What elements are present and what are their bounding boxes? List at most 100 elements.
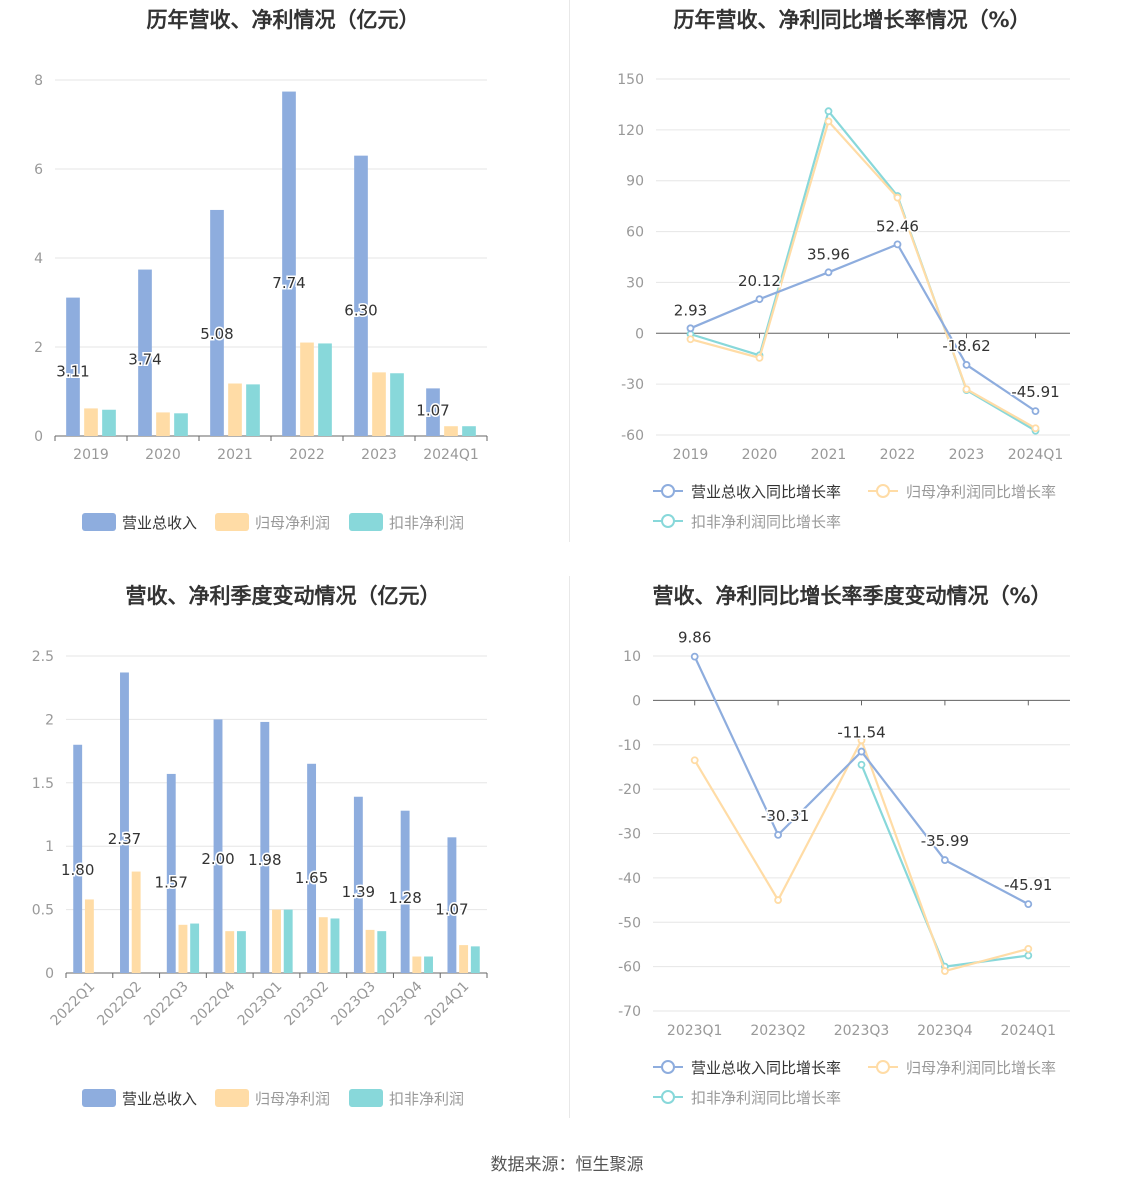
quarterly-growth-ytick-label: -30 [618,827,641,843]
quarterly-amount-bar-deducted-profit [424,956,433,973]
annual-growth-ytick-label: 90 [626,174,644,190]
quarterly-growth-series-line-deducted-profit [860,764,1029,968]
annual-amount-x-tick-label: 2019 [73,447,109,463]
annual-amount-bar-revenue [426,388,440,436]
quarterly-growth-legend-label: 归母净利润同比增长率 [906,1059,1056,1077]
annual-amount-x-tick-label: 2023 [361,447,397,463]
annual-growth-x-tick-label: 2023 [949,447,985,463]
quarterly-amount-bar-revenue [166,773,176,973]
quarterly-amount-bar-net-profit [131,871,141,973]
annual-amount-x-tick-label: 2021 [217,447,253,463]
quarterly-growth-point-revenue [940,856,949,864]
quarterly-amount-bar-net-profit [459,945,469,973]
annual-growth-title: 历年营收、净利同比增长率情况（%） [673,8,1031,32]
quarterly-growth-point-revenue [690,652,699,661]
quarterly-amount-data-label: 1.65 [295,869,328,887]
annual-growth-legend-label: 归母净利润同比增长率 [906,483,1056,501]
annual-amount-legend-swatch [82,513,116,531]
quarterly-amount-data-label: 2.37 [108,830,141,848]
quarterly-growth-series-line-net-profit [693,737,1029,973]
annual-amount-bar-revenue [138,269,152,436]
quarterly-amount-bar-revenue [260,721,270,973]
annual-amount-legend-label: 扣非净利润 [389,514,464,532]
quarterly-amount-legend-swatch [349,1089,383,1107]
quarterly-amount-legend-swatch [82,1089,116,1107]
annual-amount-x-tick-label: 2020 [145,447,181,463]
annual-amount-bar-net-profit [300,342,314,436]
annual-growth-point-revenue [824,268,833,277]
annual-growth-point-net-profit [893,193,902,202]
annual-growth-ytick-label: 60 [626,225,644,241]
annual-growth-x-tick-label: 2021 [811,447,847,463]
annual-growth-legend-label: 扣非净利润同比增长率 [691,513,841,531]
quarterly-amount-bar-net-profit [84,899,94,973]
quarterly-growth-point-net-profit [1024,944,1033,953]
quarterly-growth-point-revenue [857,747,866,756]
quarterly-growth-data-label: -45.91 [1004,876,1052,894]
quarterly-amount-data-label: 1.39 [342,883,375,901]
annual-growth-point-revenue [686,324,695,333]
quarterly-amount-x-tick-label: 2023Q1 [235,979,286,1030]
quarterly-amount-x-tick-label: 2022Q4 [188,978,239,1029]
quarterly-amount-ytick-label: 1 [45,839,54,855]
quarterly-growth-ytick-label: -70 [618,1004,641,1020]
quarterly-amount-bar-revenue [213,719,223,973]
quarterly-amount-x-tick-label: 2022Q3 [141,979,192,1030]
quarterly-amount-bar-deducted-profit [190,923,200,973]
annual-amount-bar-deducted-profit [462,426,476,436]
annual-growth-point-revenue [755,295,764,304]
quarterly-amount-bar-net-profit [272,909,281,973]
quarterly-amount-ytick-label: 2 [45,712,54,728]
annual-growth-x-tick-label: 2020 [742,447,778,463]
quarterly-growth-ytick-label: -10 [618,738,641,754]
quarterly-growth-x-tick-label: 2024Q1 [1001,1023,1057,1039]
annual-growth-legend-label: 营业总收入同比增长率 [691,483,841,501]
annual-amount-ytick-label: 6 [34,162,43,178]
annual-growth-point-revenue [962,360,971,369]
annual-growth-data-label: 20.12 [738,272,781,290]
quarterly-amount-data-label: 1.98 [248,851,281,869]
quarterly-growth-data-label: 9.86 [678,629,711,647]
annual-amount-title: 历年营收、净利情况（亿元） [146,8,420,32]
annual-amount-bar-net-profit [372,372,386,436]
annual-growth-point-net-profit [1031,424,1040,433]
quarterly-amount-legend-swatch [215,1089,249,1107]
quarterly-amount-x-tick-label: 2022Q2 [94,979,145,1030]
annual-amount-data-label: 6.30 [344,301,377,319]
annual-amount-legend-label: 归母净利润 [255,514,330,532]
annual-amount-panel: 历年营收、净利情况（亿元） 0 2 4 6 8 3.11 2019 3.74 2020 5.08 2… [0,0,566,545]
annual-amount-bar-deducted-profit [318,343,332,436]
annual-growth-point-revenue [1031,407,1040,416]
quarterly-growth-data-label: -11.54 [837,724,885,742]
annual-growth-data-label: 2.93 [674,301,707,319]
quarterly-amount-bar-revenue [120,672,129,973]
data-source: 数据来源：恒生聚源 [490,1155,644,1175]
quarterly-amount-bar-deducted-profit [470,946,480,973]
quarterly-growth-panel: 营收、净利同比增长率季度变动情况（%） -70 -60 -50 -40 -30 -20 -1… [570,576,1134,1121]
quarterly-growth-point-revenue [1024,900,1033,909]
quarterly-amount-bar-deducted-profit [330,918,340,973]
annual-growth-legend-marker [876,484,890,498]
annual-amount-ytick-label: 8 [34,73,43,89]
annual-growth-point-net-profit [824,117,833,126]
annual-growth-point-net-profit [686,335,695,344]
annual-amount-bar-net-profit [228,383,242,436]
annual-growth-data-label: -18.62 [942,337,990,355]
annual-amount-legend-label: 营业总收入 [122,514,197,532]
annual-growth-panel: 历年营收、净利同比增长率情况（%） -60 -30 0 30 60 90 120 150 201… [570,0,1134,545]
annual-growth-point-net-profit [962,385,971,394]
quarterly-growth-title: 营收、净利同比增长率季度变动情况（%） [652,584,1052,608]
annual-growth-series-line-revenue [690,242,1037,413]
quarterly-growth-legend-marker [661,1090,675,1104]
annual-growth-point-net-profit [755,353,764,362]
annual-amount-bar-revenue [66,297,80,436]
quarterly-amount-data-label: 1.57 [155,873,188,891]
annual-amount-data-label: 1.07 [416,402,449,420]
quarterly-amount-bar-net-profit [178,924,188,973]
annual-amount-bar-deducted-profit [246,384,260,436]
quarterly-amount-legend-label: 归母净利润 [255,1090,330,1108]
quarterly-amount-data-label: 2.00 [201,850,234,868]
annual-growth-x-tick-label: 2024Q1 [1008,447,1064,463]
annual-amount-chart: 0 2 4 6 8 3.11 2019 3.74 2020 5.08 2021 7.74 2022 6.3… [34,73,488,532]
annual-amount-x-tick-label: 2024Q1 [423,447,479,463]
